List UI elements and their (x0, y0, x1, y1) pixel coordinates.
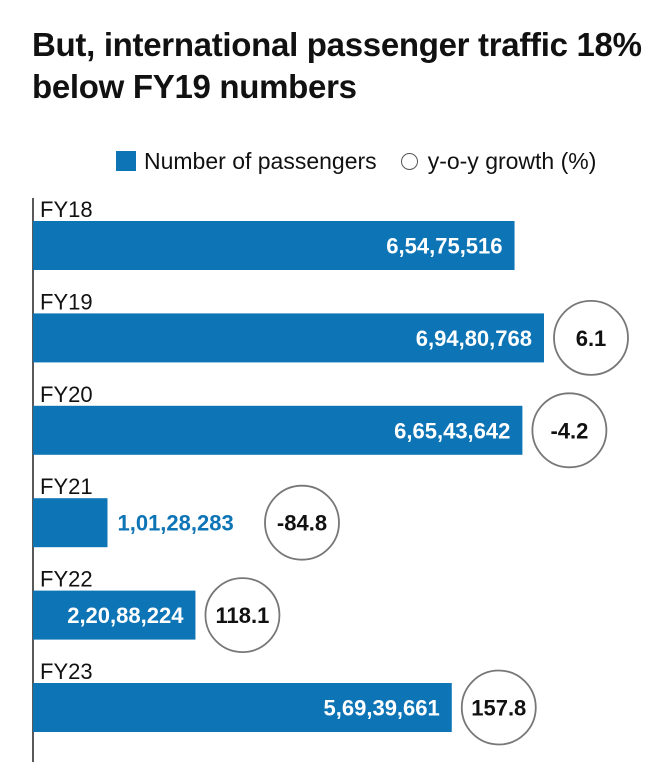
bar-value-label: 6,65,43,642 (394, 418, 510, 443)
bar-value-label: 6,94,80,768 (416, 326, 532, 351)
category-label: FY19 (40, 289, 93, 314)
legend-growth-label: y-o-y growth (%) (427, 147, 597, 174)
category-label: FY18 (40, 197, 93, 222)
bar (33, 313, 544, 363)
category-label: FY23 (40, 659, 93, 684)
bar (33, 221, 515, 270)
growth-value-label: -84.8 (277, 511, 327, 536)
growth-circle (460, 669, 537, 746)
growth-value-label: -4.2 (550, 418, 588, 443)
bar (33, 498, 108, 548)
bar (33, 683, 452, 732)
category-label: FY20 (40, 382, 93, 407)
bar (33, 405, 523, 455)
category-label: FY21 (40, 474, 93, 499)
legend-bar-swatch (116, 151, 136, 171)
growth-value-label: 118.1 (216, 603, 270, 628)
growth-circle (531, 392, 608, 469)
growth-circle (264, 484, 340, 561)
bar-value-label: 2,20,88,224 (67, 603, 184, 628)
legend-passengers-label: Number of passengers (144, 147, 377, 174)
bar-value-label: 1,01,28,283 (117, 511, 233, 536)
legend-circle-icon (400, 152, 418, 170)
chart-title: But, international passenger traffic 18%… (32, 26, 642, 105)
growth-value-label: 6.1 (576, 326, 607, 351)
legend: Number of passengers y-o-y growth (%) (116, 146, 596, 176)
bar (33, 590, 196, 640)
growth-circle (553, 299, 629, 376)
growth-value-label: 157.8 (471, 696, 526, 721)
bar-value-label: 6,54,75,516 (386, 234, 502, 259)
growth-circle (204, 577, 281, 653)
bar-value-label: 5,69,39,661 (324, 696, 440, 721)
category-label: FY22 (40, 567, 93, 592)
